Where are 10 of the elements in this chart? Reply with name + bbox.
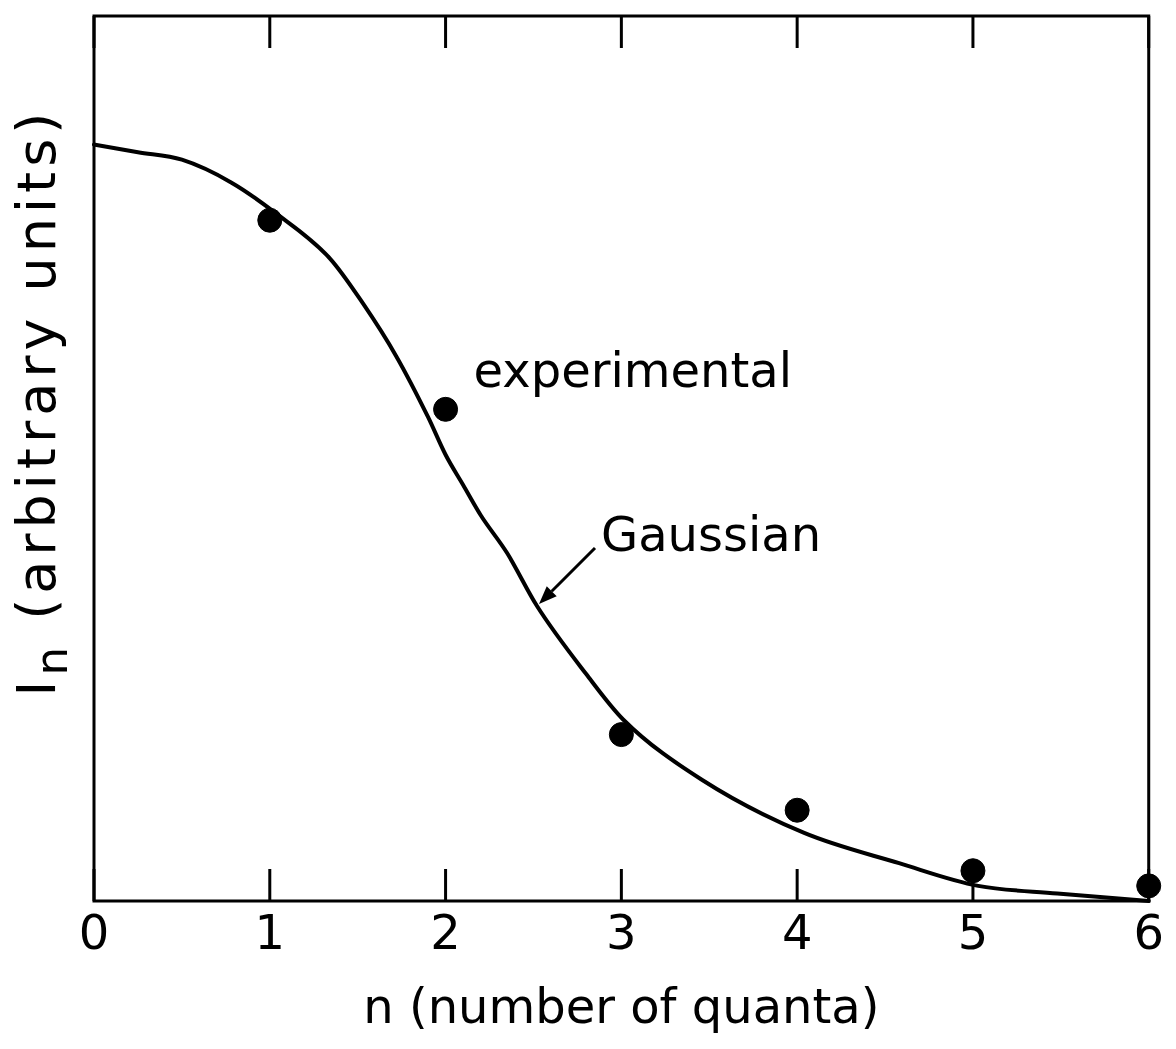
x-tick-label: 0 [78, 904, 110, 961]
x-tick-label: 3 [606, 904, 637, 961]
x-tick-label: 4 [781, 904, 813, 961]
x-tick-label: 1 [254, 904, 286, 961]
x-tick-label: 2 [430, 904, 461, 961]
series-label: experimental [473, 342, 793, 399]
series-label: Gaussian [600, 506, 822, 562]
x-tick-label: 6 [1133, 904, 1164, 961]
x-tick-label: 5 [957, 904, 989, 961]
x-axis-title: n (number of quanta) [363, 978, 880, 1035]
